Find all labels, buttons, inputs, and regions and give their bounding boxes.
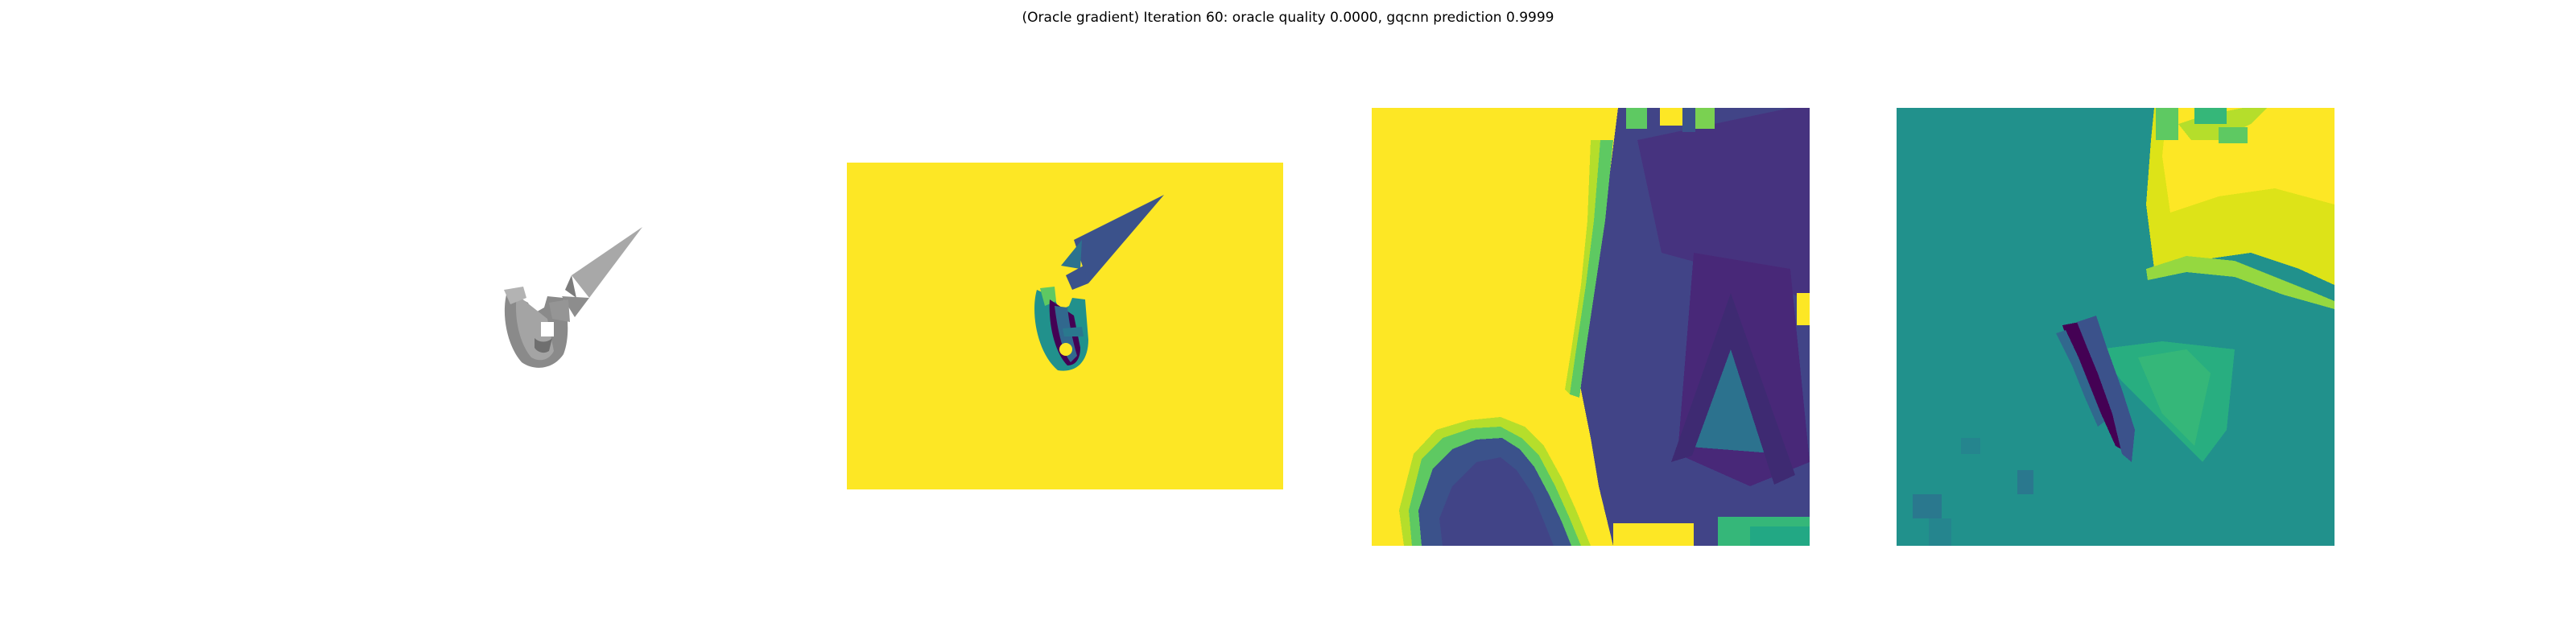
- gradient-crop-image: [1897, 108, 2334, 546]
- rendered-object-panel: [427, 161, 863, 489]
- depth-image-panel: [847, 163, 1283, 489]
- depth-crop-image: [1372, 108, 1810, 546]
- gradient-crop-panel: [1897, 108, 2334, 546]
- depth-object: [1034, 195, 1164, 371]
- object-mesh: [504, 227, 642, 368]
- depth-crop-panel: [1372, 108, 1810, 546]
- depth-image: [847, 163, 1283, 489]
- figure-title: (Oracle gradient) Iteration 60: oracle q…: [1022, 10, 1554, 26]
- rendered-object-image: [427, 161, 863, 489]
